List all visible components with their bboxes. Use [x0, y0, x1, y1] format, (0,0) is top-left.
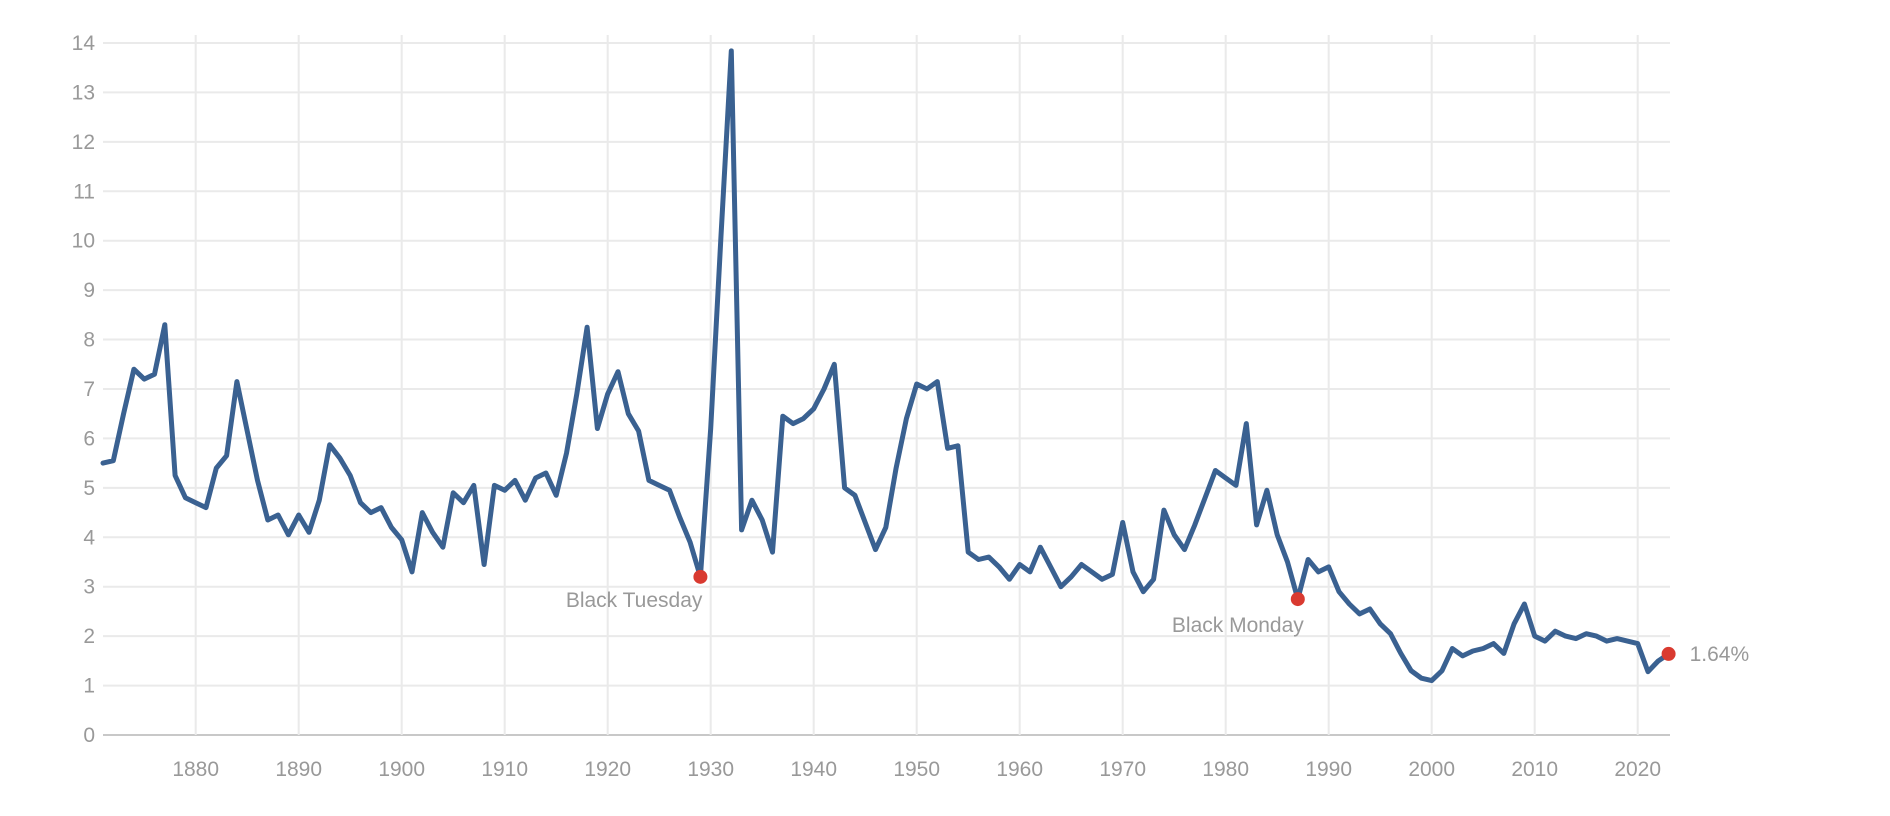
marker-black-monday: [1290, 592, 1305, 607]
x-tick-label-1900: 1900: [378, 758, 425, 781]
x-tick-label-1920: 1920: [584, 758, 631, 781]
y-tick-label-8: 8: [83, 329, 95, 352]
y-tick-label-9: 9: [83, 279, 95, 302]
y-tick-label-12: 12: [72, 131, 95, 154]
y-tick-label-2: 2: [83, 625, 95, 648]
x-tick-label-1950: 1950: [893, 758, 940, 781]
y-tick-label-10: 10: [72, 230, 95, 253]
vertical-gridlines: [194, 35, 1639, 735]
horizontal-gridlines: [103, 41, 1670, 736]
y-tick-label-13: 13: [72, 81, 95, 104]
y-tick-label-0: 0: [83, 724, 95, 747]
x-tick-label-1930: 1930: [687, 758, 734, 781]
x-tick-label-1890: 1890: [275, 758, 322, 781]
x-tick-label-1980: 1980: [1202, 758, 1249, 781]
dividend-yield-series-line: [100, 48, 1672, 684]
x-tick-label-2020: 2020: [1614, 758, 1661, 781]
y-tick-label-5: 5: [83, 477, 95, 500]
y-tick-label-1: 1: [83, 675, 95, 698]
y-tick-label-6: 6: [83, 427, 95, 450]
x-tick-label-1990: 1990: [1305, 758, 1352, 781]
x-axis-tick-labels: 1880 1890 1900 1910 1920 1930 1940 1950 1960 1970…: [172, 758, 1661, 781]
marker-black-tuesday: [693, 569, 708, 584]
x-tick-label-1940: 1940: [790, 758, 837, 781]
x-tick-label-2000: 2000: [1408, 758, 1455, 781]
y-tick-label-14: 14: [72, 32, 96, 55]
y-tick-label-4: 4: [83, 526, 95, 549]
x-tick-label-2010: 2010: [1511, 758, 1558, 781]
y-tick-label-7: 7: [83, 378, 95, 401]
annotation-label-1-64: 1.64%: [1690, 643, 1750, 666]
x-tick-label-1970: 1970: [1099, 758, 1146, 781]
annotation-label-black-monday: Black Monday: [1172, 614, 1304, 637]
annotation-label-black-tuesday: Black Tuesday: [566, 589, 703, 612]
marker-1-64: [1661, 646, 1676, 661]
x-tick-label-1910: 1910: [481, 758, 528, 781]
x-tick-label-1880: 1880: [172, 758, 219, 781]
y-tick-label-11: 11: [73, 180, 95, 203]
x-tick-label-1960: 1960: [996, 758, 1043, 781]
event-annotations: Black Tuesday Black Monday 1.64%: [566, 569, 1750, 666]
y-tick-label-3: 3: [83, 576, 95, 599]
